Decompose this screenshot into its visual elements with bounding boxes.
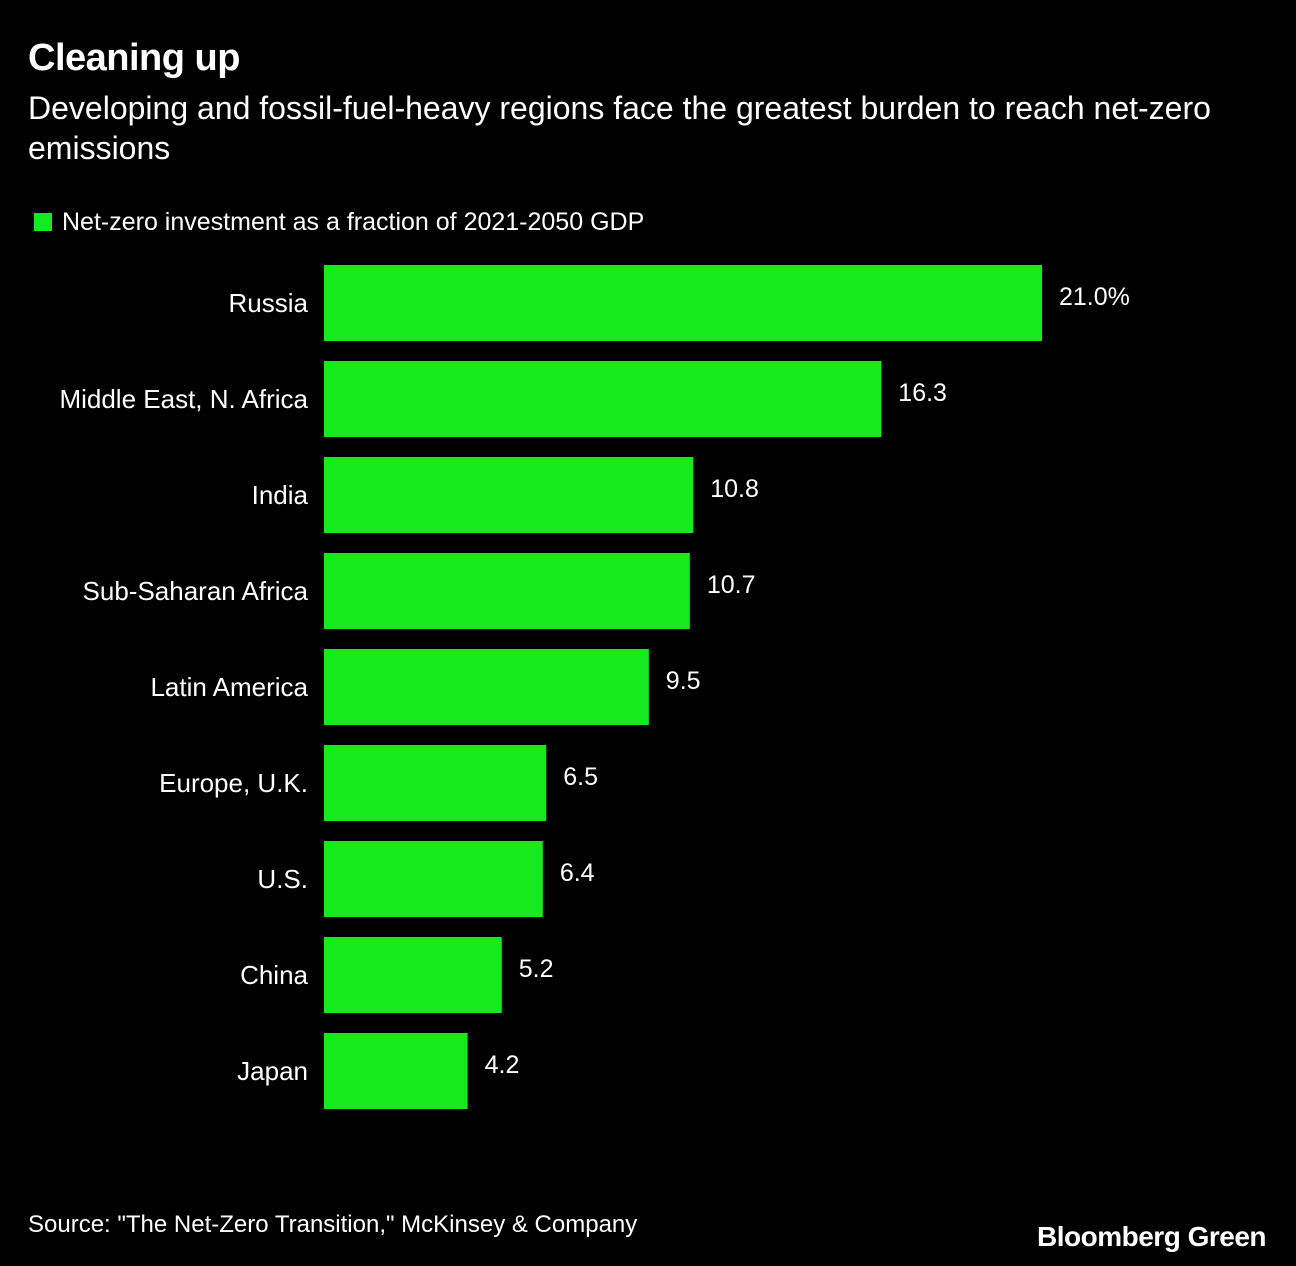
category-label: U.S. — [257, 864, 308, 894]
bar — [324, 361, 882, 437]
bar — [324, 265, 1042, 341]
value-label: 10.8 — [710, 475, 759, 503]
value-label: 6.4 — [560, 859, 595, 887]
chart-title: Cleaning up — [28, 37, 240, 79]
category-label: India — [252, 480, 309, 510]
value-label: 21.0% — [1059, 283, 1130, 311]
category-label: China — [240, 960, 308, 990]
bar — [324, 457, 694, 533]
bar — [324, 649, 649, 725]
category-label: Sub-Saharan Africa — [83, 576, 309, 606]
category-label: Russia — [229, 288, 309, 318]
bar — [324, 841, 543, 917]
bar — [324, 553, 690, 629]
bar — [324, 745, 547, 821]
category-label: Europe, U.K. — [159, 768, 308, 798]
source-note: Source: "The Net-Zero Transition," McKin… — [28, 1211, 638, 1238]
legend-swatch — [34, 213, 52, 231]
value-label: 5.2 — [519, 955, 554, 983]
category-label: Japan — [237, 1056, 308, 1086]
chart-subtitle: Developing and fossil-fuel-heavy regions… — [28, 90, 1211, 166]
bar — [324, 1033, 468, 1109]
value-label: 10.7 — [707, 571, 756, 599]
value-label: 9.5 — [666, 667, 701, 695]
brand-logo: Bloomberg Green — [1037, 1221, 1266, 1252]
legend: Net-zero investment as a fraction of 202… — [34, 206, 644, 238]
bar — [324, 937, 502, 1013]
category-label: Middle East, N. Africa — [59, 384, 308, 414]
value-label: 6.5 — [563, 763, 598, 791]
legend-label: Net-zero investment as a fraction of 202… — [62, 207, 645, 236]
bar-chart: Russia 21.0% Middle East, N. Africa 16.3 Ind… — [59, 265, 1130, 1109]
value-label: 4.2 — [485, 1051, 520, 1079]
category-label: Latin America — [150, 672, 308, 702]
value-label: 16.3 — [898, 379, 947, 407]
